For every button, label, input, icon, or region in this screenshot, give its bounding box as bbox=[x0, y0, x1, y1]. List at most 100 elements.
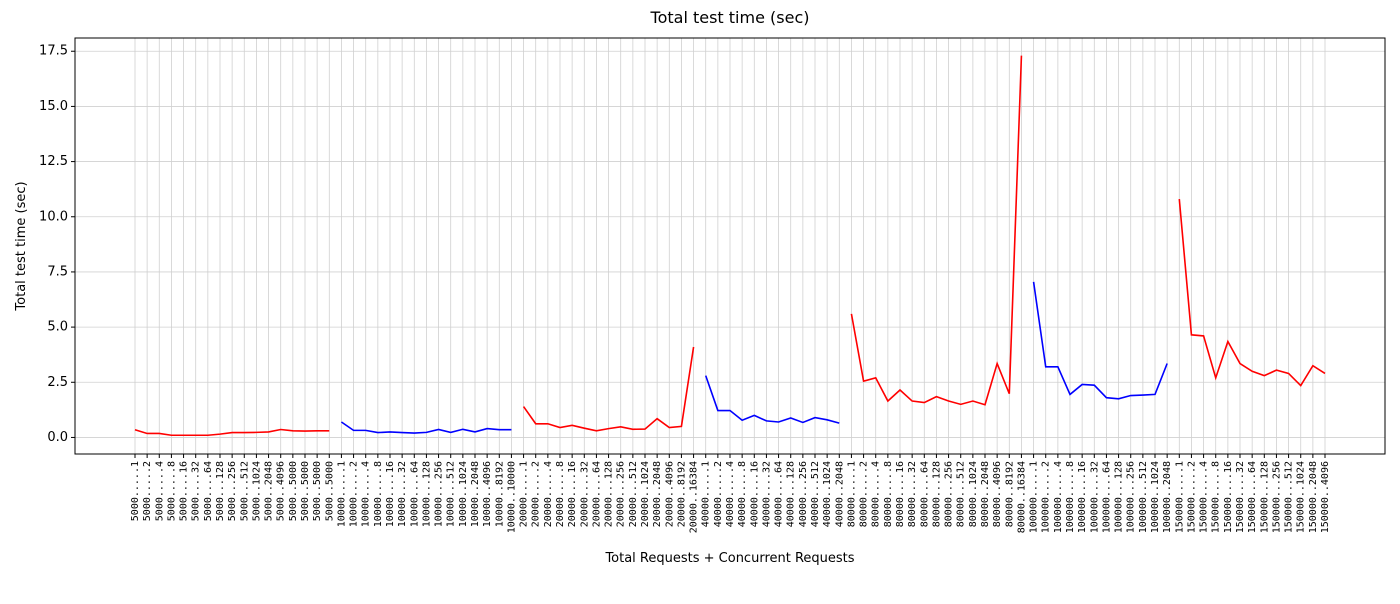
x-tick-label: 100000..2048 bbox=[1162, 461, 1173, 533]
x-tick-label: 80000...256 bbox=[944, 461, 955, 527]
y-tick-label: 5.0 bbox=[47, 320, 68, 335]
x-tick-label: 10000..8192 bbox=[494, 461, 505, 527]
x-tick-label: 150000..1024 bbox=[1296, 461, 1307, 533]
x-tick-label: 40000.....8 bbox=[737, 461, 748, 527]
x-tick-label: 10000..4096 bbox=[482, 461, 493, 527]
x-tick-label: 150000....32 bbox=[1235, 461, 1246, 533]
x-tick-label: 20000.....8 bbox=[555, 461, 566, 527]
y-tick-label: 7.5 bbox=[47, 264, 68, 279]
x-tick-label: 80000..8192 bbox=[1004, 461, 1015, 527]
line bbox=[522, 346, 695, 432]
x-tick-label: 10000....16 bbox=[385, 461, 396, 527]
x-tick-label: 80000.....2 bbox=[859, 461, 870, 527]
x-tick-label: 40000..1024 bbox=[822, 461, 833, 527]
x-tick-label: 20000.....1 bbox=[519, 461, 530, 527]
x-tick-label: 150000.....4 bbox=[1199, 461, 1210, 533]
x-tick-label: 20000..16384 bbox=[689, 461, 700, 533]
x-tick-label: 5000.....4 bbox=[154, 461, 165, 521]
line bbox=[1032, 281, 1168, 400]
line bbox=[134, 428, 330, 437]
x-tick-label: 80000..16384 bbox=[1016, 461, 1027, 533]
x-tick-label: 100000.....4 bbox=[1053, 461, 1064, 533]
x-tick-label: 5000....16 bbox=[179, 461, 190, 521]
x-tick-label: 150000...512 bbox=[1284, 461, 1295, 533]
x-tick-label: 150000...256 bbox=[1271, 461, 1282, 533]
x-tick-label: 10000...256 bbox=[434, 461, 445, 527]
x-tick-label: 40000...256 bbox=[798, 461, 809, 527]
x-tick-label: 10000....64 bbox=[409, 461, 420, 527]
x-tick-label: 20000.....4 bbox=[543, 461, 554, 527]
x-tick-label: 5000.....1 bbox=[130, 461, 141, 521]
x-tick-label: 80000...512 bbox=[956, 461, 967, 527]
x-tick-label: 5000....64 bbox=[203, 461, 214, 521]
y-tick-label: 12.5 bbox=[39, 154, 68, 169]
x-tick-label: 20000....16 bbox=[567, 461, 578, 527]
x-tick-label: 40000....32 bbox=[761, 461, 772, 527]
x-tick-label: 40000.....2 bbox=[713, 461, 724, 527]
x-tick-label: 20000..4096 bbox=[664, 461, 675, 527]
x-tick-label: 80000.....8 bbox=[883, 461, 894, 527]
x-tick-label: 150000....64 bbox=[1247, 461, 1258, 533]
x-tick-label: 40000.....1 bbox=[701, 461, 712, 527]
x-tick-label: 80000....16 bbox=[895, 461, 906, 527]
x-tick-label: 80000..1024 bbox=[968, 461, 979, 527]
x-tick-label: 5000...512 bbox=[239, 461, 250, 521]
x-tick-label: 20000...128 bbox=[604, 461, 615, 527]
x-tick-label: 150000...128 bbox=[1259, 461, 1270, 533]
plot-frame bbox=[74, 37, 1386, 455]
x-tick-label: 100000.....2 bbox=[1041, 461, 1052, 533]
x-tick-label: 80000.....4 bbox=[871, 461, 882, 527]
y-tick-label: 10.0 bbox=[39, 209, 68, 224]
x-tick-label: 20000...256 bbox=[616, 461, 627, 527]
x-tick-label: 10000..2048 bbox=[470, 461, 481, 527]
x-tick-label: 40000...128 bbox=[786, 461, 797, 527]
y-tick-label: 0.0 bbox=[47, 430, 68, 445]
x-tick-label: 40000...512 bbox=[810, 461, 821, 527]
x-tick-label: 20000..2048 bbox=[652, 461, 663, 527]
x-axis-label: Total Requests + Concurrent Requests bbox=[604, 551, 854, 566]
x-tick-label: 100000....16 bbox=[1077, 461, 1088, 533]
x-tick-label: 80000..4096 bbox=[992, 461, 1003, 527]
x-tick-label: 40000....64 bbox=[774, 461, 785, 527]
x-tick-label: 150000.....1 bbox=[1174, 461, 1185, 533]
x-tick-label: 40000..2048 bbox=[834, 461, 845, 527]
x-tick-label: 150000....16 bbox=[1223, 461, 1234, 533]
x-tick-label: 100000...512 bbox=[1138, 461, 1149, 533]
line bbox=[850, 55, 1023, 406]
x-tick-label: 20000..1024 bbox=[640, 461, 651, 527]
x-tick-label: 5000..5000 bbox=[324, 461, 335, 521]
x-tick-label: 100000....64 bbox=[1101, 461, 1112, 533]
x-tick-label: 40000....16 bbox=[749, 461, 760, 527]
x-tick-label: 100000....32 bbox=[1089, 461, 1100, 533]
x-tick-label: 5000..5000 bbox=[288, 461, 299, 521]
x-tick-label: 80000....64 bbox=[919, 461, 930, 527]
x-tick-label: 10000.....1 bbox=[336, 461, 347, 527]
x-tick-label: 20000....32 bbox=[579, 461, 590, 527]
x-tick-label: 5000..5000 bbox=[300, 461, 311, 521]
x-tick-label: 150000..2048 bbox=[1308, 461, 1319, 533]
x-tick-label: 40000.....4 bbox=[725, 461, 736, 527]
x-tick-label: 5000.....2 bbox=[142, 461, 153, 521]
x-tick-label: 100000...256 bbox=[1126, 461, 1137, 533]
y-tick-label: 17.5 bbox=[39, 44, 68, 59]
y-tick-label: 15.0 bbox=[39, 99, 68, 114]
line bbox=[704, 375, 840, 424]
x-tick-label: 10000.....4 bbox=[361, 461, 372, 527]
x-tick-label: 10000...512 bbox=[446, 461, 457, 527]
x-tick-label: 10000.....2 bbox=[349, 461, 360, 527]
x-tick-label: 5000.....8 bbox=[166, 461, 177, 521]
y-tick-label: 2.5 bbox=[47, 375, 68, 390]
x-tick-label: 20000...512 bbox=[628, 461, 639, 527]
x-tick-label: 10000.....8 bbox=[373, 461, 384, 527]
x-tick-label: 100000..1024 bbox=[1150, 461, 1161, 533]
x-tick-label: 5000..2048 bbox=[264, 461, 275, 521]
x-tick-label: 100000.....1 bbox=[1029, 461, 1040, 533]
x-tick-label: 20000....64 bbox=[591, 461, 602, 527]
x-tick-label: 100000...128 bbox=[1114, 461, 1125, 533]
y-axis-label: Total test time (sec) bbox=[14, 181, 29, 311]
x-tick-label: 5000....32 bbox=[191, 461, 202, 521]
x-tick-label: 20000..8192 bbox=[676, 461, 687, 527]
x-tick-label: 10000....32 bbox=[397, 461, 408, 527]
x-tick-label: 150000.....2 bbox=[1186, 461, 1197, 533]
